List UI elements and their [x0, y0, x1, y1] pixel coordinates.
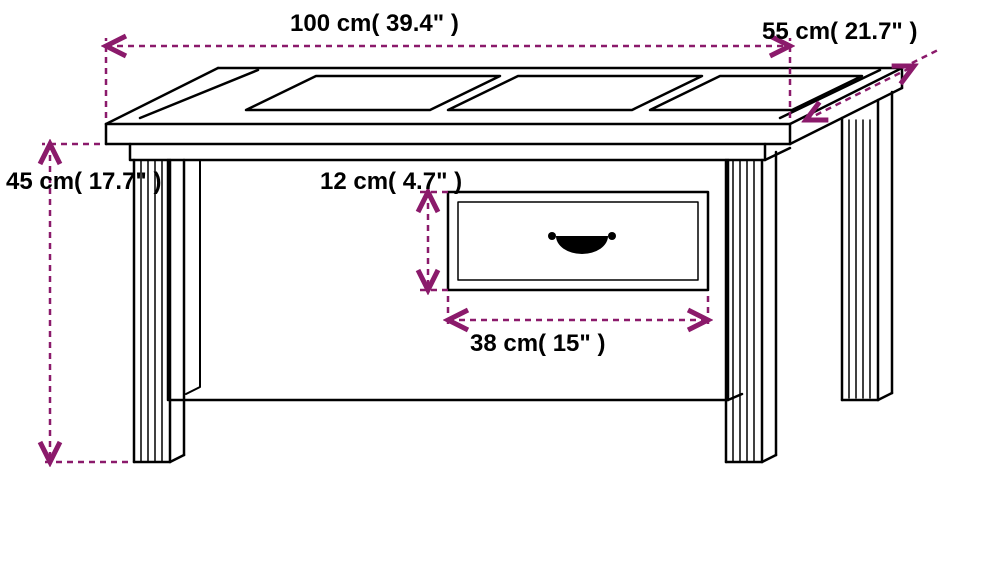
drawer: [448, 192, 708, 290]
dim-drawer-height-label: 12 cm( 4.7" ): [320, 168, 430, 196]
dim-width-label: 100 cm( 39.4" ): [290, 10, 459, 38]
dim-drawer-width-label: 38 cm( 15" ): [470, 330, 605, 358]
front-left-leg: [134, 160, 184, 462]
dim-depth-label: 55 cm( 21.7" ): [762, 18, 917, 46]
back-left-leg: [186, 160, 200, 394]
table-diagram: [0, 0, 983, 563]
dim-height-label: 45 cm( 17.7" ): [6, 168, 96, 196]
dimension-lines: [42, 38, 940, 462]
front-right-leg: [726, 152, 776, 462]
table-outline: [106, 68, 902, 462]
dim-depth-line: [806, 66, 914, 120]
back-right-leg: [842, 92, 892, 400]
